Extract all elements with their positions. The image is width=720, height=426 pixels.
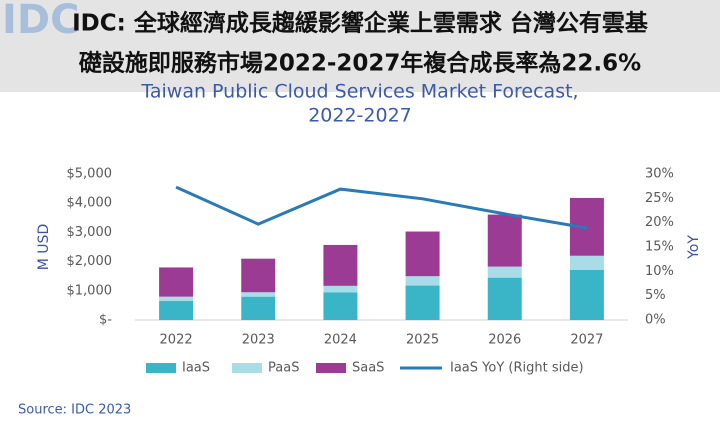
y-tick-label: $3,000 (67, 225, 113, 240)
bar (159, 301, 194, 320)
legend-label: IaaS YoY (Right side) (450, 361, 584, 376)
y2-tick-label: 10% (645, 264, 674, 279)
bar (405, 276, 440, 286)
x-tick-label: 2027 (570, 333, 603, 348)
y2-tick-label: 5% (645, 288, 666, 303)
source: Source: IDC 2023 (18, 403, 131, 418)
legend-label: IaaS (182, 361, 210, 376)
bar (159, 267, 194, 297)
headline: IDC: 全球經濟成長趨緩影響企業上雲需求 台灣公有雲基 (72, 10, 649, 37)
legend-swatch (146, 363, 176, 373)
bar (323, 292, 358, 320)
y2-tick-label: 15% (645, 240, 674, 255)
bar (241, 258, 276, 293)
bar (405, 285, 440, 320)
y-tick-label: $4,000 (67, 196, 113, 211)
bar (569, 269, 604, 320)
headline: 礎設施即服務市場2022-2027年複合成長率為22.6% (79, 50, 641, 77)
y2-axis-label: YoY (686, 235, 702, 260)
legend-swatch (316, 363, 346, 373)
y2-tick-label: 25% (645, 191, 674, 206)
bar (487, 266, 522, 278)
line (175, 185, 588, 230)
bar (241, 292, 276, 297)
bar (487, 214, 522, 267)
chart-title: Taiwan Public Cloud Services Market Fore… (140, 81, 578, 103)
y2-tick-label: 20% (645, 215, 674, 230)
y-tick-label: $1,000 (67, 283, 113, 298)
y-tick-label: $- (99, 313, 112, 328)
bar (323, 244, 358, 286)
x-tick-label: 2025 (406, 333, 439, 348)
chart-title: 2022-2027 (308, 105, 412, 127)
y-tick-label: $5,000 (67, 167, 113, 182)
legend-label: SaaS (352, 361, 384, 376)
x-tick-label: 2024 (324, 333, 357, 348)
y-axis-label: M USD (36, 224, 52, 270)
legend-swatch (232, 363, 262, 373)
headline-band (0, 0, 720, 92)
y-tick-label: $2,000 (67, 254, 113, 269)
x-tick-label: 2022 (160, 333, 193, 348)
legend-label: PaaS (268, 361, 299, 376)
x-tick-label: 2026 (488, 333, 521, 348)
logo: IDC (2, 0, 79, 43)
bar (405, 231, 440, 277)
bar (159, 296, 194, 302)
y2-tick-label: 30% (645, 167, 674, 182)
x-tick-label: 2023 (242, 333, 275, 348)
bar (569, 255, 604, 270)
bar (487, 277, 522, 320)
y2-tick-label: 0% (645, 313, 666, 328)
bar (241, 296, 276, 320)
bar (323, 285, 358, 293)
